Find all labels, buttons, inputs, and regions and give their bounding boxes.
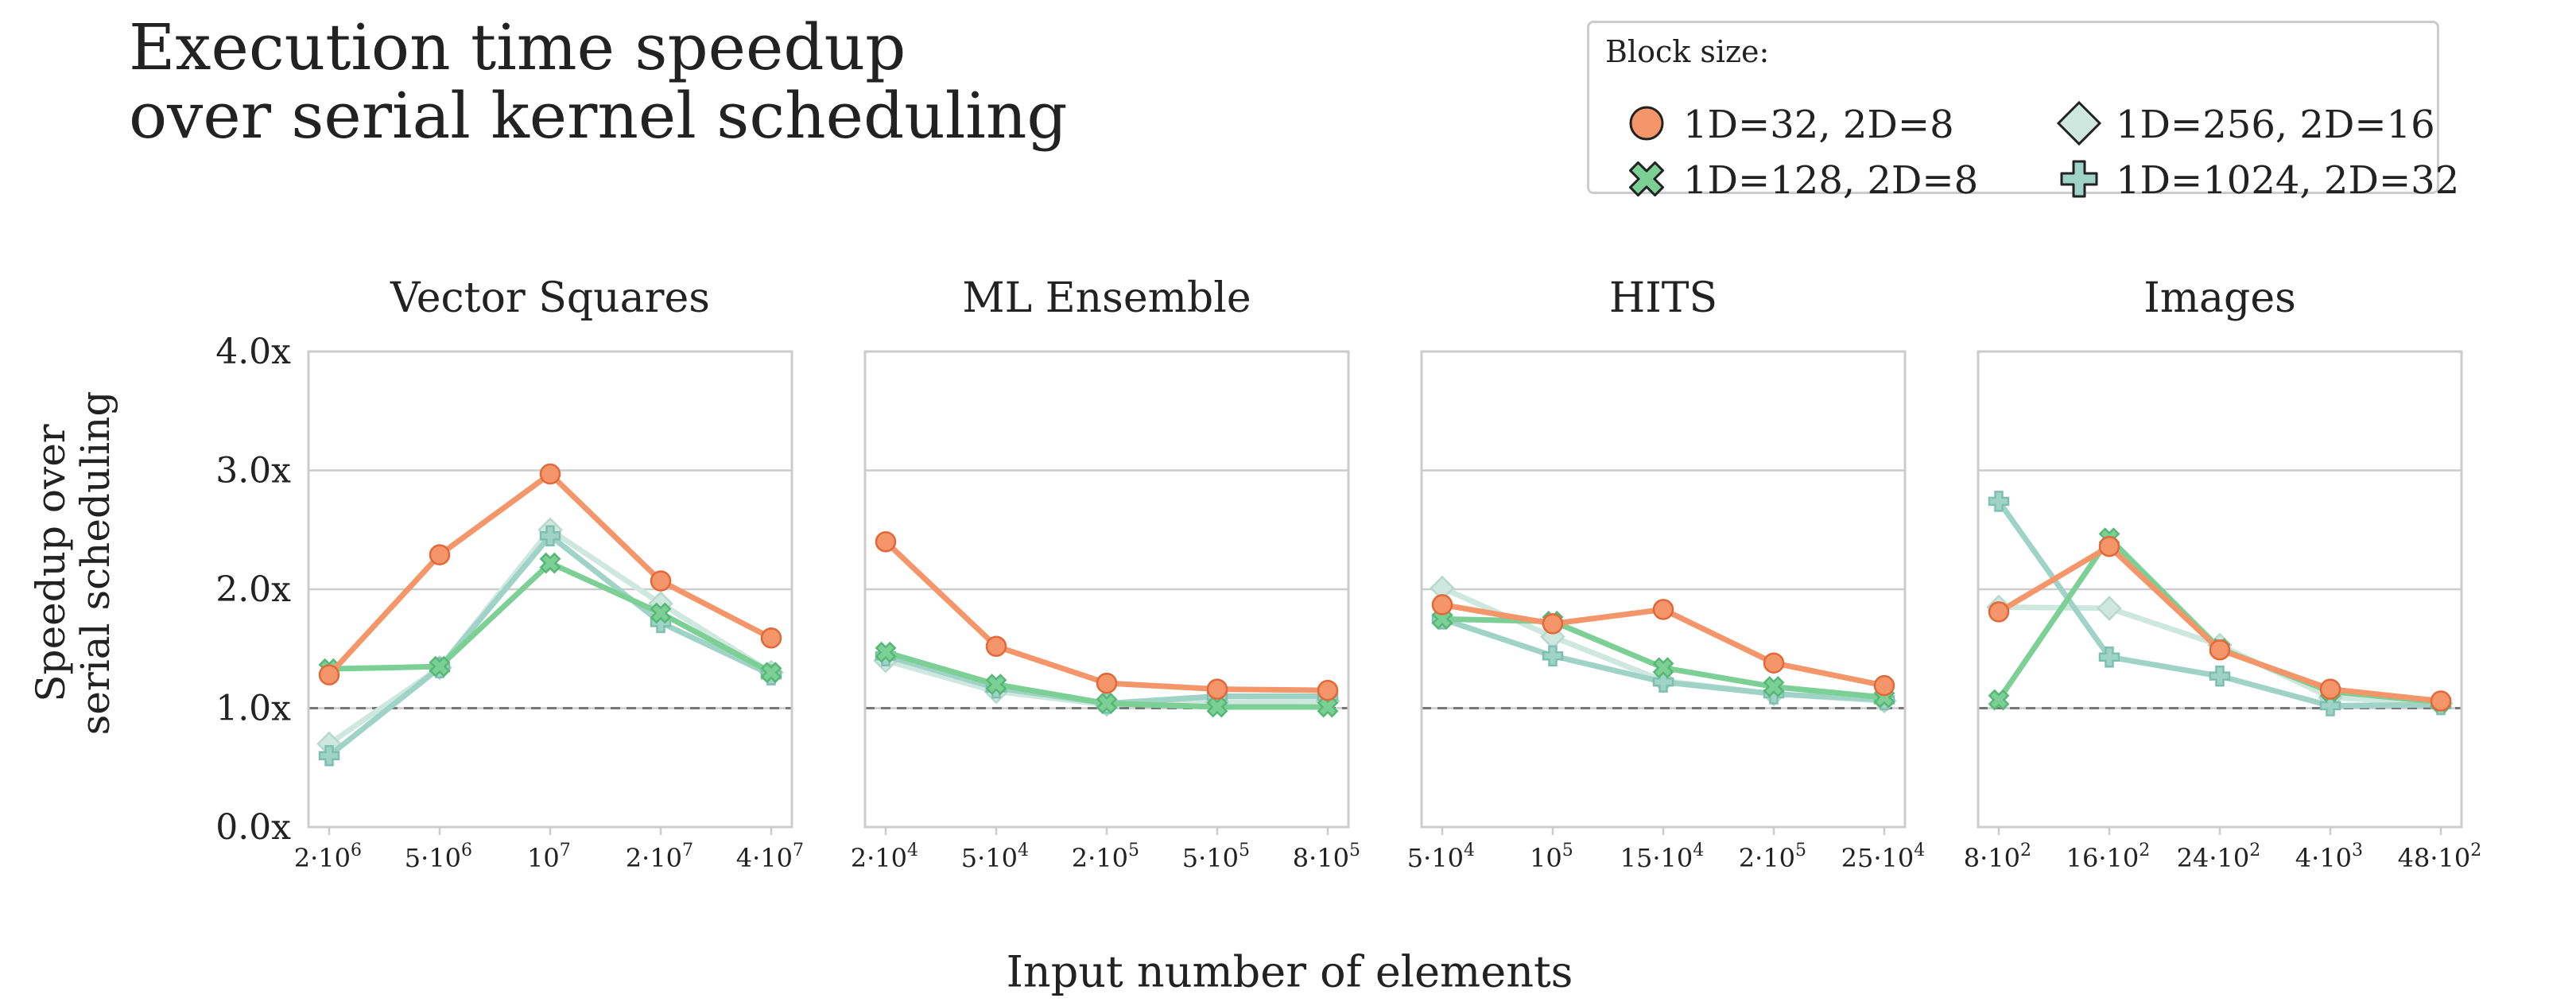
x-tick-label: 16·102 xyxy=(2066,841,2153,873)
data-point-circle xyxy=(985,635,1007,658)
series-line-1d-32-2d-8 xyxy=(883,538,1331,693)
data-point-circle xyxy=(760,627,782,649)
x-marker-icon xyxy=(1628,161,1665,197)
data-point-circle xyxy=(1317,679,1339,701)
legend-label: 1D=1024, 2D=32 xyxy=(2116,158,2460,203)
panel-title: ML Ensemble xyxy=(962,274,1251,322)
x-tick-label: 5·105 xyxy=(1182,841,1252,873)
series-line-1d-128-2d-8 xyxy=(326,560,774,676)
data-point-plus xyxy=(1652,671,1674,693)
data-point-plus xyxy=(1988,491,2010,512)
panel-title: Images xyxy=(2143,274,2296,322)
plus-marker-icon xyxy=(2060,160,2098,198)
data-point-x xyxy=(1988,689,2010,711)
data-point-x xyxy=(429,655,451,678)
x-tick-label: 2·104 xyxy=(851,841,921,873)
x-tick-label: 5·104 xyxy=(1407,841,1477,873)
y-tick-label: 2.0x xyxy=(215,569,291,610)
x-tick-label: 2·105 xyxy=(1739,841,1809,873)
x-tick-label: 15·104 xyxy=(1620,841,1707,873)
data-point-x xyxy=(875,641,897,663)
x-tick-label: 105 xyxy=(1530,841,1576,873)
data-point-circle xyxy=(2430,690,2452,712)
y-tick-label: 1.0x xyxy=(215,689,291,729)
data-point-circle xyxy=(1431,594,1453,616)
data-point-circle xyxy=(875,530,897,553)
data-point-circle xyxy=(318,664,340,685)
data-point-plus xyxy=(1542,645,1564,666)
data-point-diamond xyxy=(2097,596,2122,621)
panel-ml-ensemble: ML Ensemble 2·104 5·104 2·105 5·105 8·105 xyxy=(851,274,1363,873)
data-point-circle xyxy=(429,544,451,565)
circle-marker-icon xyxy=(1629,106,1664,141)
x-tick-label: 4·107 xyxy=(736,841,806,873)
legend-label: 1D=256, 2D=16 xyxy=(2116,103,2435,147)
x-tick-label: 5·106 xyxy=(405,841,475,873)
x-tick-label: 2·106 xyxy=(294,841,364,873)
y-tick-label: 3.0x xyxy=(215,451,291,491)
data-point-circle xyxy=(1763,652,1785,674)
x-tick-label: 4·103 xyxy=(2295,841,2365,873)
data-point-plus xyxy=(318,745,340,767)
data-point-x xyxy=(650,602,672,624)
data-point-circle xyxy=(1988,601,2010,623)
x-tick-label: 5·104 xyxy=(961,841,1031,873)
data-point-x xyxy=(1096,693,1118,714)
data-point-circle xyxy=(1542,613,1564,635)
data-point-circle xyxy=(2319,678,2341,700)
legend-label: 1D=32, 2D=8 xyxy=(1683,103,1954,147)
data-point-circle xyxy=(1096,672,1118,694)
legend: Block size: 1D=32, 2D=8 1D=256, 2D=16 1D… xyxy=(1587,21,2459,203)
data-point-circle xyxy=(2209,639,2231,661)
y-tick-label: 4.0x xyxy=(215,332,291,372)
figure-title-line-2: over serial kernel scheduling xyxy=(129,79,1068,153)
data-point-plus xyxy=(2209,665,2231,687)
x-tick-label: 24·102 xyxy=(2177,841,2264,873)
x-tick-label: 48·102 xyxy=(2398,841,2485,873)
data-point-circle xyxy=(650,570,672,592)
data-point-x xyxy=(985,674,1007,696)
data-point-circle xyxy=(1206,678,1228,700)
y-tick-label: 0.0x xyxy=(215,807,291,848)
legend-label: 1D=128, 2D=8 xyxy=(1683,158,1979,203)
panel-title: HITS xyxy=(1609,274,1717,322)
data-point-plus xyxy=(539,525,561,546)
figure-title-line-1: Execution time speedup xyxy=(129,10,906,84)
panel-hits: HITS 5·104 105 15·104 2·105 25·104 xyxy=(1407,274,1928,873)
diamond-marker-icon xyxy=(2056,100,2102,146)
legend-title: Block size: xyxy=(1605,34,1770,69)
x-tick-label: 107 xyxy=(527,841,573,873)
data-point-x xyxy=(539,552,561,574)
data-point-plus xyxy=(2319,695,2341,717)
x-tick-label: 8·102 xyxy=(1964,841,2034,873)
data-point-circle xyxy=(1873,674,1895,697)
data-point-circle xyxy=(1652,599,1674,620)
data-point-circle xyxy=(539,463,561,485)
x-tick-label: 8·105 xyxy=(1293,841,1363,873)
data-point-circle xyxy=(2098,535,2120,557)
data-point-x xyxy=(1652,657,1674,679)
data-point-x xyxy=(1763,676,1785,698)
data-point-x xyxy=(760,662,782,684)
x-axis-label: Input number of elements xyxy=(1006,946,1573,997)
x-tick-label: 2·107 xyxy=(626,841,696,873)
data-point-plus xyxy=(2098,646,2120,668)
panel-images: Images 8·102 16·102 24·102 4·103 48·102 xyxy=(1964,274,2485,873)
x-tick-label: 25·104 xyxy=(1841,841,1928,873)
panel-title: Vector Squares xyxy=(390,274,710,322)
x-tick-label: 2·105 xyxy=(1072,841,1142,873)
